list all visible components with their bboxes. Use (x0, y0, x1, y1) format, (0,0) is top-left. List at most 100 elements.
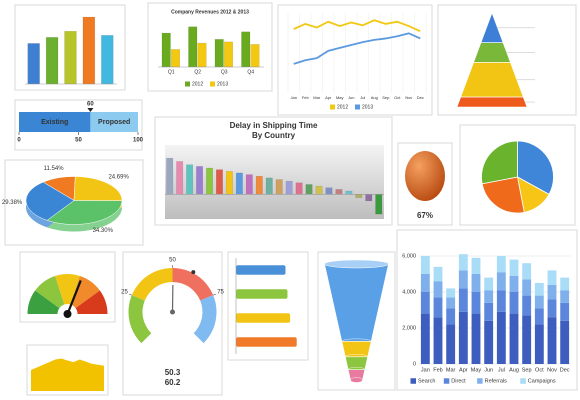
chart-panel (317, 251, 396, 391)
bar-segment (522, 295, 532, 316)
bar (275, 179, 283, 195)
y-tick-label: 0 (413, 361, 416, 367)
legend-label: Referrals (485, 378, 508, 384)
slice (481, 140, 518, 185)
x-tick-label: 0 (17, 138, 21, 144)
legend-swatch (520, 378, 526, 384)
bar (375, 194, 383, 215)
bar (197, 42, 207, 68)
bar-segment (484, 302, 494, 321)
bar-segment (547, 317, 557, 364)
x-tick-label: Mar (313, 95, 321, 100)
x-tick-label: Sep (382, 95, 390, 100)
x-tick-label: 100 (133, 138, 144, 144)
x-tick-label: Oct (394, 95, 401, 100)
value-label: 60.2 (165, 378, 181, 387)
legend-swatch (410, 378, 416, 384)
x-tick-label: Apr (325, 95, 332, 100)
bar-segment (509, 292, 519, 314)
bar (171, 49, 181, 68)
value-label: 29.38% (2, 200, 23, 206)
legend-swatch (210, 81, 215, 87)
tick-label: 25 (121, 290, 128, 296)
bar-segment (458, 288, 468, 312)
funnel-top (324, 259, 389, 269)
bar-segment (484, 320, 494, 364)
ball (405, 151, 445, 201)
bar (245, 174, 253, 195)
chart-panel (437, 4, 577, 116)
marker (87, 108, 94, 112)
x-tick-label: Oct (535, 367, 544, 373)
bar (45, 37, 59, 85)
chart-subtitle: By Country (252, 131, 296, 140)
x-tick-label: Jun (484, 367, 493, 373)
legend-label: 2012 (192, 81, 203, 87)
x-tick-label: Sep (522, 367, 532, 373)
bar-segment (534, 308, 544, 325)
x-tick-label: Dec (560, 367, 570, 373)
bar (82, 16, 96, 85)
x-tick-label: Jun (348, 95, 354, 100)
bar (285, 180, 293, 195)
bar-segment (509, 313, 519, 364)
ring-band (128, 295, 152, 344)
bar-segment (471, 292, 481, 314)
target-marker (191, 270, 196, 275)
value-label: 50.3 (165, 368, 181, 377)
x-tick-label: May (471, 367, 482, 373)
chart-panel: 25 50 75 50.360.2 (121, 251, 225, 396)
legend-label: Campaigns (528, 378, 556, 384)
y-tick-label: 6,000 (402, 253, 416, 259)
bar-segment (458, 311, 468, 364)
legend-swatch (443, 378, 450, 384)
chart-panel: Jan Feb Mar Apr May Jun Jul Aug Sep Oct Nov Dec 2012… (277, 4, 433, 116)
bar-segment (446, 297, 456, 309)
bar (355, 194, 363, 198)
chart-panel: Company Revenues 2012 & 2013 Q1 Q2 Q3 Q4 2012… (147, 2, 273, 92)
slice (25, 181, 75, 221)
bar (206, 167, 213, 195)
x-tick-label: Q1 (168, 69, 175, 75)
bar (345, 190, 353, 195)
legend-label: Search (418, 378, 435, 384)
x-tick-label: Feb (433, 367, 442, 373)
value-label: 11.54% (44, 166, 65, 172)
y-tick-label: 4,000 (402, 289, 416, 295)
bar (241, 31, 251, 68)
bar-segment (433, 266, 443, 282)
bar-segment (496, 256, 506, 273)
value-label: 24.69% (108, 174, 129, 180)
chart-panel (459, 124, 576, 226)
segment-label: Existing (41, 119, 68, 126)
bar-segment (547, 270, 557, 285)
x-tick-label: Q4 (247, 69, 254, 75)
bar-segment (458, 254, 468, 271)
bar-segment (560, 320, 570, 364)
legend-swatch (355, 104, 360, 110)
bar (188, 26, 198, 68)
legend-label: Direct (451, 378, 466, 384)
x-tick-label: Nov (405, 95, 412, 100)
bar (64, 31, 77, 85)
bar (250, 44, 260, 68)
bar (315, 185, 323, 195)
bar (101, 35, 114, 85)
chart-panel (19, 251, 116, 323)
bar-segment (560, 277, 570, 291)
bar (161, 32, 171, 68)
bar (235, 172, 243, 195)
x-tick-label: Apr (459, 367, 468, 373)
bar-segment (420, 313, 430, 364)
bar (236, 289, 288, 299)
value-label: 34.30% (93, 228, 114, 234)
section-rim (350, 377, 363, 383)
needle-hub (63, 310, 72, 318)
x-tick-label: Q2 (194, 69, 201, 75)
x-tick-label: Mar (446, 367, 456, 373)
bar (305, 184, 313, 195)
x-tick-label: Feb (302, 95, 310, 100)
bullet-bar (19, 112, 91, 132)
bar-segment (471, 313, 481, 364)
bar (27, 43, 40, 85)
